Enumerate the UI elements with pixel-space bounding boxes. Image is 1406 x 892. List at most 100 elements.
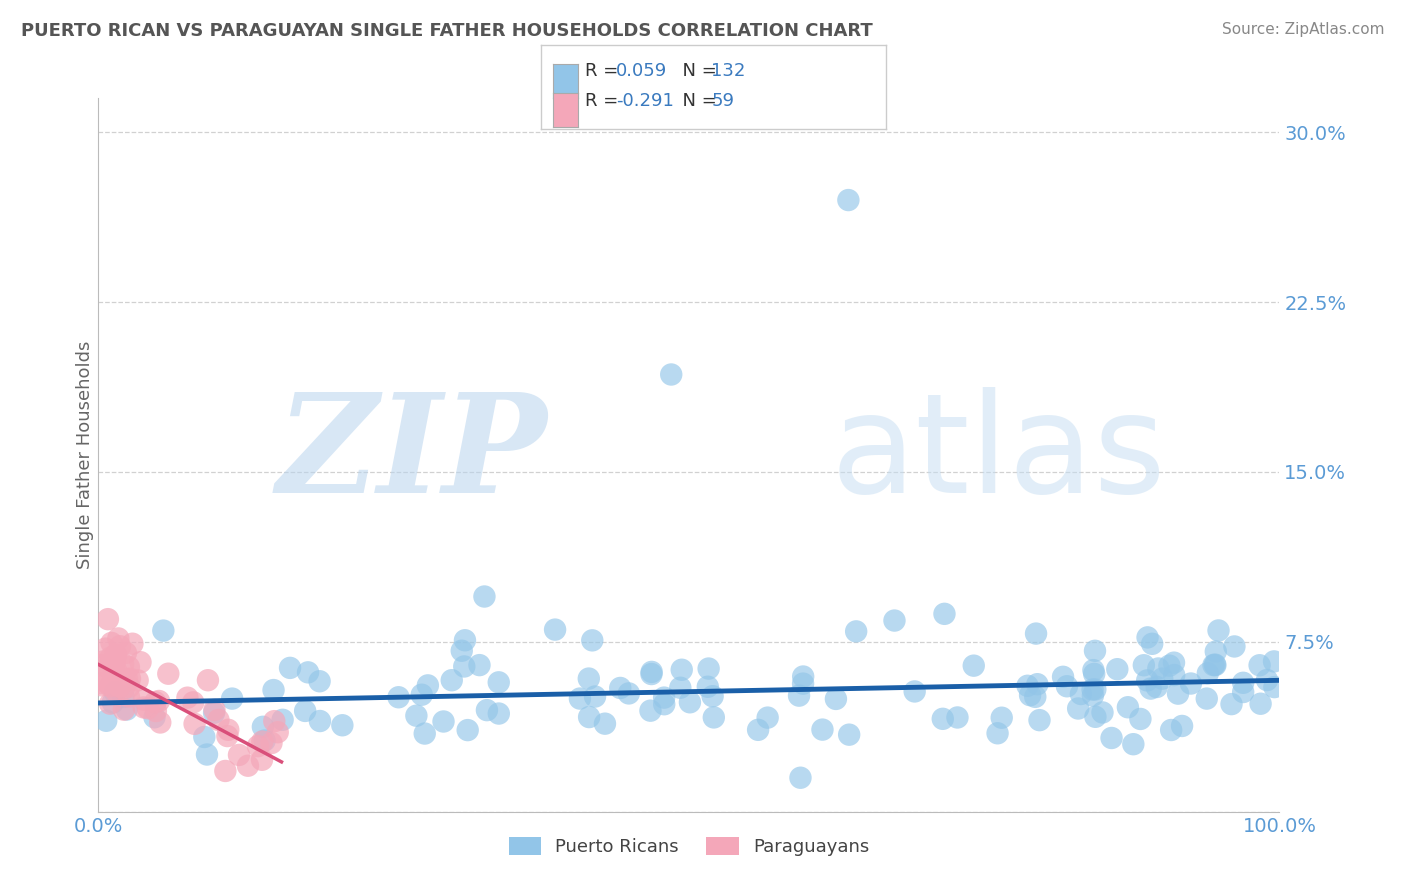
Point (204, 703, 226, 717)
Point (747, 723, 769, 737)
Point (1122, 737, 1144, 751)
Text: N =: N = (671, 92, 723, 110)
Point (825, 692, 848, 706)
Point (581, 633, 603, 648)
Text: atlas: atlas (831, 387, 1167, 523)
Point (583, 690, 606, 704)
Point (143, 695, 166, 709)
Point (129, 655, 152, 669)
Point (104, 656, 127, 670)
Point (100, 636, 122, 650)
Point (101, 696, 124, 710)
Text: 132: 132 (711, 62, 745, 80)
Point (118, 690, 141, 704)
Point (468, 658, 491, 673)
Point (474, 590, 496, 604)
Point (1083, 667, 1105, 681)
Point (609, 681, 631, 695)
Point (197, 673, 219, 688)
Point (578, 710, 600, 724)
Point (845, 624, 868, 639)
Point (1140, 637, 1163, 651)
Point (411, 688, 433, 702)
Point (91, 655, 114, 669)
Point (652, 697, 675, 711)
Point (1263, 680, 1285, 694)
Point (1195, 691, 1218, 706)
Point (1204, 658, 1226, 673)
Point (236, 758, 259, 772)
Point (1163, 668, 1185, 682)
Point (1205, 644, 1227, 658)
Point (183, 717, 205, 731)
Point (105, 664, 128, 678)
Point (253, 733, 276, 747)
Point (267, 725, 290, 739)
Text: ZIP: ZIP (277, 388, 547, 522)
Point (108, 639, 131, 653)
Point (1101, 731, 1123, 745)
Point (904, 684, 927, 698)
Point (450, 644, 472, 658)
Point (115, 673, 138, 687)
Point (181, 695, 204, 709)
Point (112, 690, 135, 704)
Point (108, 679, 131, 693)
Point (195, 747, 218, 762)
Point (104, 685, 127, 699)
Point (432, 714, 454, 729)
Point (297, 665, 319, 680)
Point (652, 690, 675, 705)
Point (702, 689, 724, 703)
Point (593, 716, 616, 731)
Point (176, 690, 198, 705)
Point (308, 674, 330, 689)
Point (488, 675, 510, 690)
Point (98, 697, 121, 711)
Point (1129, 712, 1152, 726)
Point (640, 665, 662, 679)
Point (1250, 697, 1272, 711)
Point (457, 723, 479, 737)
Point (94, 641, 117, 656)
Point (132, 700, 155, 714)
Point (640, 704, 662, 718)
Point (416, 678, 439, 692)
Point (221, 691, 243, 706)
Point (696, 680, 718, 694)
Point (145, 704, 167, 718)
Point (263, 683, 285, 698)
Point (932, 712, 955, 726)
Point (252, 734, 274, 748)
Point (1107, 662, 1129, 676)
Point (214, 764, 236, 778)
Point (792, 669, 814, 683)
Point (263, 714, 285, 728)
Point (1017, 679, 1039, 693)
Point (1083, 663, 1105, 677)
Point (963, 658, 986, 673)
Point (1171, 719, 1194, 733)
Point (1133, 658, 1156, 673)
Point (143, 710, 166, 724)
Point (640, 667, 662, 681)
Point (332, 718, 354, 732)
Point (544, 623, 567, 637)
Point (1223, 640, 1246, 654)
Point (1028, 713, 1050, 727)
Point (132, 692, 155, 706)
Y-axis label: Single Father Households: Single Father Households (76, 341, 94, 569)
Point (309, 714, 332, 728)
Point (96, 714, 118, 728)
Point (112, 657, 135, 671)
Point (1208, 624, 1230, 638)
Point (149, 715, 172, 730)
Point (115, 702, 138, 716)
Point (1256, 673, 1278, 687)
Point (96, 675, 118, 690)
Point (1163, 656, 1185, 670)
Point (107, 632, 129, 646)
Point (789, 771, 811, 785)
Point (90, 678, 112, 692)
Point (405, 708, 427, 723)
